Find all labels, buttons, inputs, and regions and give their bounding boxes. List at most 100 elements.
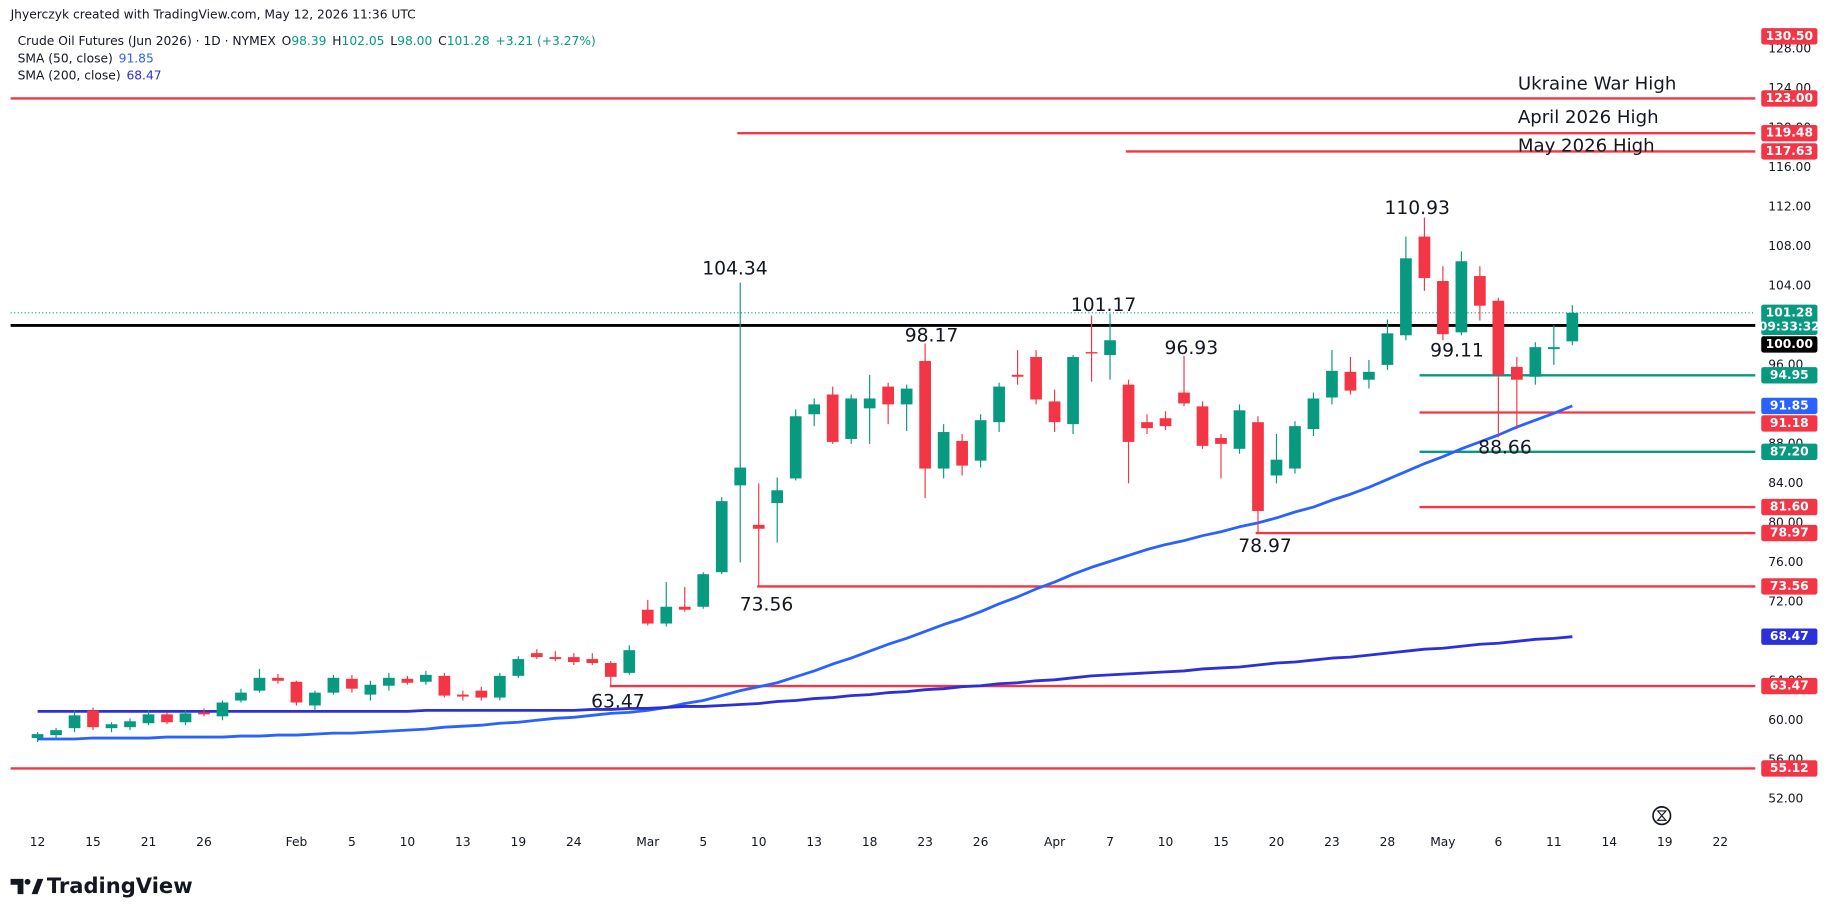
candle-body: [327, 677, 340, 693]
price-annotation: 73.56: [740, 595, 794, 616]
x-tick-label: 10: [751, 835, 767, 849]
price-annotation: 104.34: [702, 259, 768, 280]
plot-area: [10, 97, 1756, 770]
price-badge: [1761, 336, 1818, 353]
candle-body: [1437, 281, 1449, 335]
x-tick-label: 23: [1324, 835, 1340, 849]
candle-body: [1085, 352, 1098, 354]
ohlc-value: 102.05: [342, 33, 385, 47]
x-tick-label: 6: [1494, 835, 1502, 849]
candle-body: [882, 386, 895, 405]
candle-body: [641, 609, 654, 624]
candle-body: [678, 606, 691, 610]
price-badge: [1761, 90, 1818, 107]
candle-body: [383, 677, 395, 686]
x-tick-label: 18: [862, 835, 878, 849]
x-tick-label: 19: [511, 835, 527, 849]
candle-body: [1196, 406, 1209, 446]
x-tick-label: 10: [400, 835, 416, 849]
candle-body: [1233, 410, 1246, 449]
x-tick-label: 13: [806, 835, 822, 849]
sma-line: [37, 404, 1573, 741]
candle-body: [1048, 401, 1061, 423]
title: Crude Oil Futures (Jun 2026) · 1D · NYME…: [18, 33, 277, 47]
replay-icon[interactable]: [1652, 806, 1672, 826]
ohlc-key: C: [438, 33, 447, 47]
candle-body: [1011, 374, 1024, 377]
candle-body: [604, 663, 617, 677]
candle-body: [530, 653, 543, 658]
legend-value: 68.47: [126, 68, 161, 82]
price-badge-label: 117.63: [1766, 144, 1813, 158]
x-tick-label: 26: [973, 835, 989, 849]
candle-body: [493, 675, 506, 698]
price-badge: [1761, 677, 1818, 695]
candle-body: [863, 398, 876, 409]
price-badge-label: 130.50: [1766, 29, 1813, 43]
x-tick-label: 11: [1546, 835, 1562, 849]
candle-body: [919, 360, 931, 469]
candle-body: [900, 388, 913, 405]
x-tick-label: 7: [1106, 835, 1114, 849]
candle-body: [235, 692, 247, 701]
candle-body: [845, 398, 858, 439]
candle-body: [1178, 392, 1190, 404]
candle-body: [1122, 384, 1135, 442]
level-note: Ukraine War High: [1518, 73, 1676, 94]
candle-body: [1381, 333, 1394, 365]
candle-body: [475, 690, 488, 698]
x-tick-label: 15: [85, 835, 101, 849]
candle-body: [198, 712, 210, 715]
price-badge: [1761, 397, 1818, 415]
brand-logo: [10, 878, 44, 895]
candle-body: [956, 440, 968, 466]
y-tick-label: 52.00: [1768, 792, 1803, 806]
credit: Jhyerczyk created with TradingView.com, …: [10, 8, 416, 22]
y-tick-label: 128.00: [1768, 42, 1811, 56]
candle-body: [1492, 300, 1505, 375]
legend-value: 91.85: [119, 51, 154, 65]
x-tick-label: 20: [1269, 835, 1285, 849]
candle-body: [420, 674, 432, 682]
candle-body: [1159, 418, 1172, 427]
candle-body: [1363, 371, 1375, 380]
price-badge: [1761, 498, 1818, 516]
price-badge: [1761, 415, 1818, 432]
candle-body: [105, 724, 118, 729]
brand: TradingView: [47, 873, 193, 898]
y-tick-label: 84.00: [1768, 476, 1803, 490]
price-badge-label: 91.85: [1770, 398, 1809, 412]
candle-body: [346, 678, 358, 689]
candle-body: [1474, 276, 1486, 306]
candle-body: [161, 714, 173, 723]
candle-body: [1547, 347, 1560, 350]
candle-body: [512, 659, 525, 676]
x-tick-label: 5: [348, 835, 356, 849]
x-tick-label: 26: [196, 835, 212, 849]
price-badge-label: 94.95: [1770, 368, 1809, 382]
x-tick-label: 24: [566, 835, 582, 849]
price-badge: [1761, 304, 1818, 336]
x-tick-label: Apr: [1044, 835, 1066, 849]
price-badge: [1761, 28, 1818, 45]
candle-body: [715, 501, 728, 573]
candle-body: [937, 432, 950, 469]
candle-body: [290, 681, 303, 703]
ohlc-key: O: [282, 33, 292, 47]
x-tick-label: 15: [1213, 835, 1229, 849]
y-tick-label: 116.00: [1768, 160, 1811, 174]
candle-body: [31, 734, 44, 739]
candle-body: [808, 404, 821, 415]
candle-body: [1067, 357, 1079, 425]
candle-body: [549, 657, 562, 660]
candle-body: [1104, 340, 1116, 356]
price-badge-label: 09:33:32: [1759, 319, 1820, 333]
ohlc-key: H: [332, 33, 341, 47]
candle-body: [826, 394, 839, 442]
ohlc-value: 98.39: [291, 33, 326, 47]
candle-body: [1289, 426, 1301, 469]
change: +3.21 (+3.27%): [495, 33, 595, 47]
price-badge: [1761, 524, 1818, 542]
price-badge: [1761, 367, 1818, 384]
